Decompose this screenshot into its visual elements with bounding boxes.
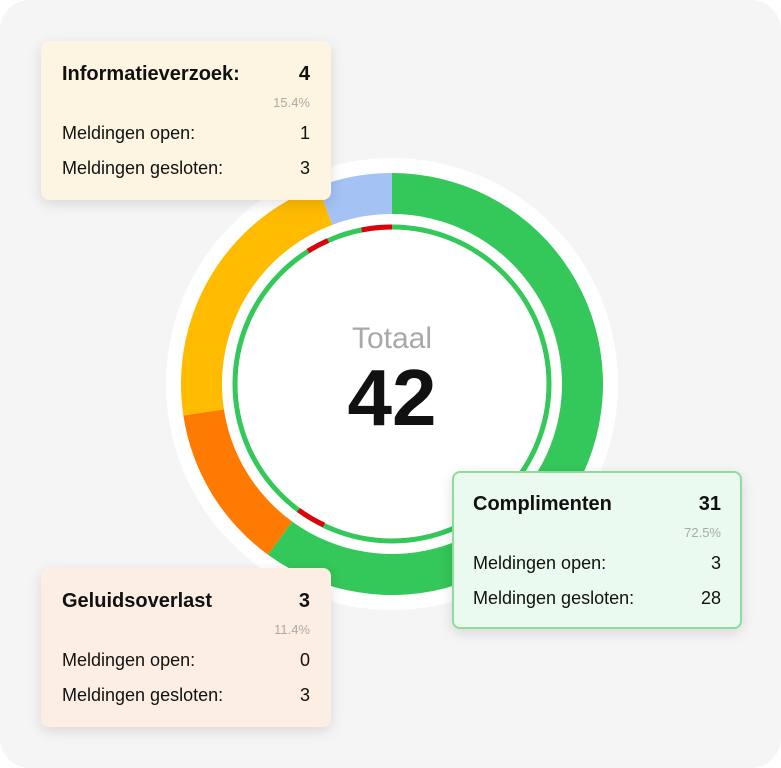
row-label: Meldingen open:	[473, 553, 607, 573]
card-title: Geluidsoverlast	[62, 590, 213, 612]
card-count: 31	[698, 493, 721, 515]
ring	[180, 173, 604, 595]
card-percent: 15.4%	[273, 95, 310, 110]
card-count: 3	[298, 590, 310, 612]
row-value: 3	[299, 158, 310, 178]
card-percent: 11.4%	[274, 622, 310, 637]
row-value: 3	[710, 553, 721, 573]
card: Complimenten 31 72.5% Meldingen open: 3 Meldi…	[452, 471, 742, 629]
row-label: Meldingen gesloten:	[473, 588, 635, 608]
card-title: Complimenten	[473, 493, 612, 515]
row-label: Meldingen gesloten:	[62, 158, 224, 178]
card-percent: 72.5%	[684, 525, 721, 540]
row-value: 0	[299, 650, 310, 670]
ring-segment	[317, 173, 392, 225]
row-value: 3	[299, 685, 310, 705]
total-value: 42	[348, 353, 437, 442]
card-count: 4	[298, 63, 310, 85]
ring-segment	[183, 409, 293, 555]
open-marker	[297, 507, 326, 528]
row-label: Meldingen gesloten:	[62, 685, 224, 705]
open-marker	[306, 238, 330, 254]
card: Geluidsoverlast 3 11.4% Meldingen open: 0 Mel…	[41, 568, 331, 727]
row-label: Meldingen open:	[62, 123, 196, 143]
card-title: Informatieverzoek:	[62, 63, 240, 85]
ring-segment	[180, 186, 333, 416]
row-value: 1	[299, 123, 310, 143]
row-label: Meldingen open:	[62, 650, 196, 670]
open-marker	[361, 224, 393, 233]
ring-segment	[267, 173, 604, 595]
card: Informatieverzoek: 4 15.4% Meldingen open: 1…	[41, 41, 331, 200]
row-value: 28	[700, 588, 721, 608]
total-label: Totaal	[352, 322, 432, 355]
